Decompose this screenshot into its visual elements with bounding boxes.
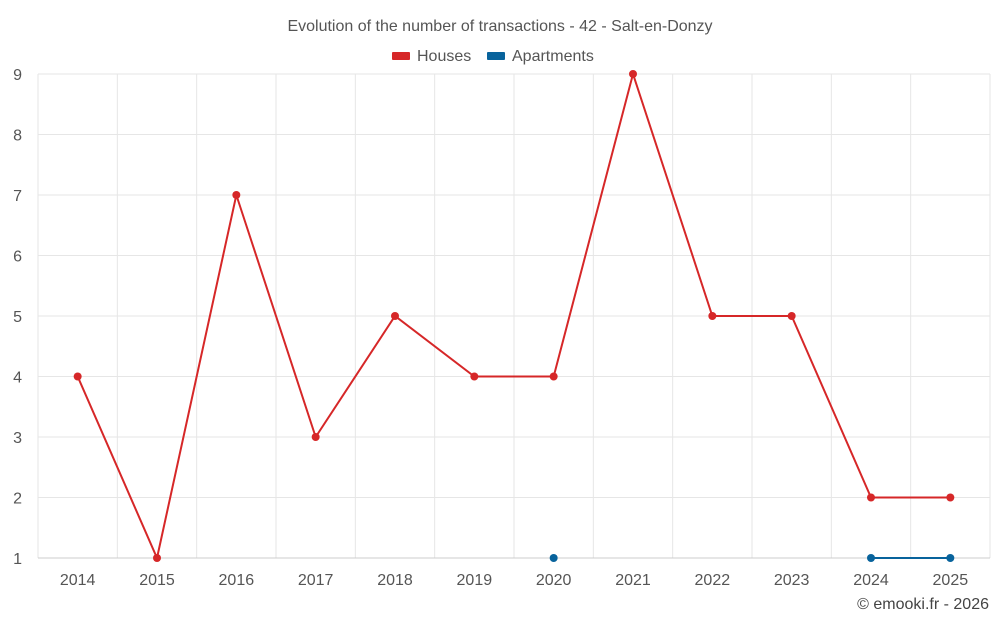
legend-label: Apartments	[512, 48, 594, 65]
y-tick-label: 6	[13, 249, 22, 266]
x-tick-label: 2020	[536, 572, 572, 589]
x-tick-label: 2016	[219, 572, 255, 589]
legend-item-houses[interactable]: Houses	[392, 48, 471, 65]
x-tick-label: 2025	[933, 572, 969, 589]
data-point[interactable]	[391, 312, 399, 320]
series-line	[76, 70, 951, 562]
data-point[interactable]	[708, 312, 717, 320]
data-point[interactable]	[946, 493, 955, 502]
y-axis-ticks: 1 2 3 4 5 6 7 8 9	[13, 67, 22, 568]
x-tick-label: 2015	[139, 572, 175, 589]
data-point[interactable]	[153, 554, 161, 562]
x-tick-label: 2021	[615, 572, 651, 589]
legend-swatch	[487, 52, 505, 60]
x-tick-label: 2023	[774, 572, 810, 589]
data-point[interactable]	[549, 372, 558, 381]
credit-text: © emooki.fr - 2026	[857, 596, 989, 613]
grid	[37, 73, 991, 559]
x-tick-label: 2022	[695, 572, 731, 589]
x-axis-ticks: 2014 2015 2016 2017 2018 2019 2020 2021 2022 2023…	[60, 572, 968, 589]
y-tick-label: 7	[13, 188, 22, 205]
y-tick-label: 5	[13, 309, 22, 326]
data-point[interactable]	[549, 554, 558, 562]
series-houses	[73, 70, 955, 562]
series-layer	[73, 70, 955, 562]
y-tick-label: 2	[13, 491, 22, 508]
legend[interactable]: Houses Apartments	[392, 48, 594, 65]
x-tick-label: 2014	[60, 572, 96, 589]
data-point[interactable]	[946, 554, 955, 562]
y-tick-label: 1	[13, 551, 22, 568]
chart-title: Evolution of the number of transactions …	[287, 18, 712, 35]
data-point[interactable]	[867, 554, 875, 562]
data-point[interactable]	[311, 433, 320, 441]
data-point[interactable]	[629, 70, 637, 78]
data-point[interactable]	[73, 372, 82, 381]
data-point[interactable]	[867, 493, 875, 502]
data-point[interactable]	[787, 312, 796, 320]
data-point[interactable]	[470, 372, 479, 381]
legend-item-apartments[interactable]: Apartments	[487, 48, 594, 65]
legend-swatch	[392, 52, 410, 60]
y-tick-label: 9	[13, 67, 22, 84]
y-tick-label: 3	[13, 430, 22, 447]
y-tick-label: 4	[13, 370, 22, 387]
y-tick-label: 8	[13, 128, 22, 145]
data-point[interactable]	[232, 191, 241, 199]
x-tick-label: 2017	[298, 572, 334, 589]
x-tick-label: 2018	[377, 572, 413, 589]
series-apartments	[549, 554, 955, 562]
x-tick-label: 2019	[457, 572, 493, 589]
x-tick-label: 2024	[853, 572, 889, 589]
legend-label: Houses	[417, 48, 471, 65]
